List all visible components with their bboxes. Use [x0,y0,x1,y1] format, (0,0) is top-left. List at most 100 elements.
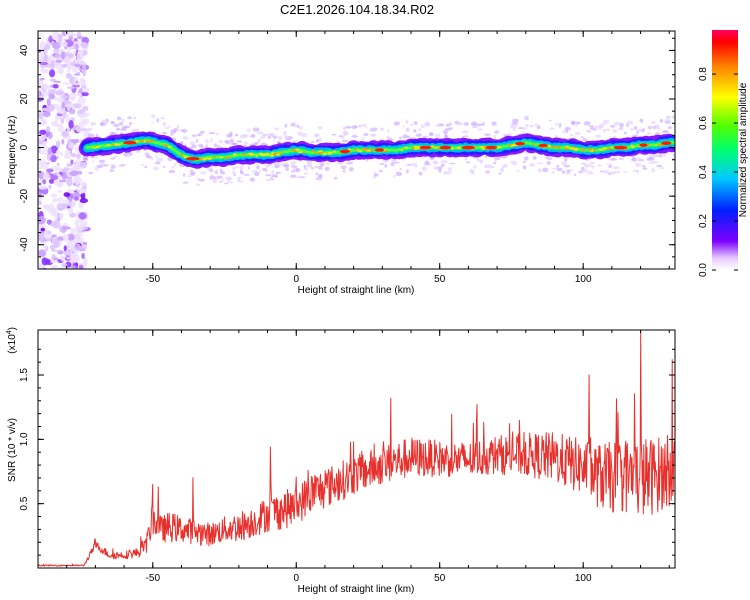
spectrogram-ridge-speckle [275,153,280,156]
spectrogram-halo-blob [384,159,389,162]
spectrogram-panel: -50 0 50 100 -40 -20 0 20 40 Height of straight … [7,30,676,296]
spectrogram-halo-blob [191,134,198,137]
spectrogram-ridge-speckle [370,148,375,151]
spectrogram-halo-blob [402,125,406,128]
spectrogram-halo-blob [239,134,247,139]
spectrogram-hotspot [639,143,648,147]
spectrogram-noise-blob [81,120,90,125]
spectrogram-halo-blob [224,182,229,185]
spectrogram-halo-blob [182,181,189,184]
spectrogram-ridge-speckle [582,149,586,152]
spectrogram-noise-blob [50,260,59,264]
spectrogram-halo-blob [491,166,495,169]
spectrogram-noise-blob [77,36,84,39]
spectrogram-halo-blob [156,157,164,162]
spectrogram-ridge-speckle [232,153,237,156]
spectrogram-noise-blob [61,138,65,145]
spectrogram-noise-blob [67,233,75,241]
spectrogram-halo-blob [410,123,414,127]
spectrogram-halo-blob [252,127,260,132]
spectrogram-noise-blob [80,42,89,49]
spectrogram-halo-blob [373,171,376,174]
spectrogram-ridge-speckle [416,147,420,150]
spectrogram-halo-blob [249,143,257,146]
spectrogram-ridge-speckle [333,150,336,153]
spectrogram-frame [37,30,676,270]
spectrogram-noise-blob [48,178,55,184]
spectrogram-ytick-label: 0 [19,144,30,150]
spectrogram-halo-blob [387,128,390,133]
snr-scale-suffix: ) [7,327,18,330]
spectrogram-ridge-speckle [212,156,217,159]
spectrogram-halo-blob [546,161,551,165]
spectrogram-noise-blob [77,96,86,106]
spectrogram-noise-blob [61,41,68,47]
spectrogram-halo-blob [315,139,319,143]
spectrogram-hotspot [515,141,526,146]
spectrogram-halo-blob [237,177,241,182]
spectrogram-halo-blob [230,180,233,184]
spectrogram-halo-blob [571,121,576,126]
spectrogram-halo-blob [297,131,303,136]
spectrogram-noise-blob [80,220,88,227]
spectrogram-ridge-speckle [282,150,285,153]
spectrogram-halo-blob [650,120,656,125]
spectrogram-halo-blob [277,135,283,141]
spectrogram-halo-blob [648,153,656,158]
spectrogram-halo-blob [351,135,359,138]
spectrogram-noise-blob [38,159,47,168]
spectrogram-halo-blob [340,165,347,170]
spectrogram-noise-blob [82,241,88,246]
spectrogram-ridge-speckle [167,145,172,148]
spectrogram-noise-blob [66,127,71,135]
spectrogram-noise-blob [39,129,47,136]
spectrogram-halo-blob [449,122,452,127]
spectrogram-noise-blob [64,113,70,118]
spectrogram-noise-blob [48,35,53,43]
spectrogram-noise-blob [50,193,58,198]
spectrogram-ridge-speckle [313,151,317,154]
spectrogram-noise-blob [61,64,68,68]
spectrogram-halo-blob [491,121,497,126]
spectrogram-halo-blob [635,162,642,167]
spectrogram-ridge-speckle [658,144,664,147]
spectrogram-noise-blob [80,113,87,119]
spectrogram-noise-blob [43,46,47,55]
spectrogram-halo-blob [542,167,549,173]
spectrogram-halo-blob [318,173,323,178]
spectrogram-ridge-speckle [292,149,297,152]
spectrogram-halo-blob [129,121,133,126]
spectrogram-halo-blob [552,167,558,170]
spectrogram-halo-blob [618,157,625,160]
spectrogram-ridge-speckle [265,152,270,155]
spectrogram-noise-blob [79,198,89,204]
spectrogram-halo-blob [210,137,213,143]
spectrogram-ridge-speckle [603,147,608,150]
spectrogram-halo-blob [361,137,365,140]
spectrogram-halo-blob [511,121,519,125]
spectrogram-noise-blob [58,212,64,219]
spectrogram-halo-blob [646,132,651,136]
spectrogram-ridge-speckle [548,144,551,147]
spectrogram-halo-blob [135,149,140,153]
spectrogram-noise-blob [66,86,76,89]
spectrogram-halo-blob [274,164,280,169]
spectrogram-ridge-speckle [347,148,351,151]
spectrogram-noise-blob [68,92,77,101]
spectrogram-noise-blob [65,266,70,269]
spectrogram-halo-blob [471,125,478,129]
spectrogram-noise-blob [70,253,76,261]
spectrogram-halo-blob [651,160,659,164]
spectrogram-halo-blob [90,122,97,126]
spectrogram-halo-blob [98,159,106,163]
spectrogram-noise-blob [75,158,81,168]
spectrogram-halo-blob [613,121,621,126]
spectrogram-halo-blob [265,174,272,177]
spectrogram-halo-blob [619,126,624,130]
spectrogram-noise-blob [76,189,84,193]
spectrogram-halo-blob [214,145,221,148]
spectrogram-ridge-speckle [482,147,485,150]
spectrogram-noise-blob [63,192,71,197]
spectrogram-ridge-speckle [592,149,596,152]
spectrogram-halo-blob [398,136,403,139]
